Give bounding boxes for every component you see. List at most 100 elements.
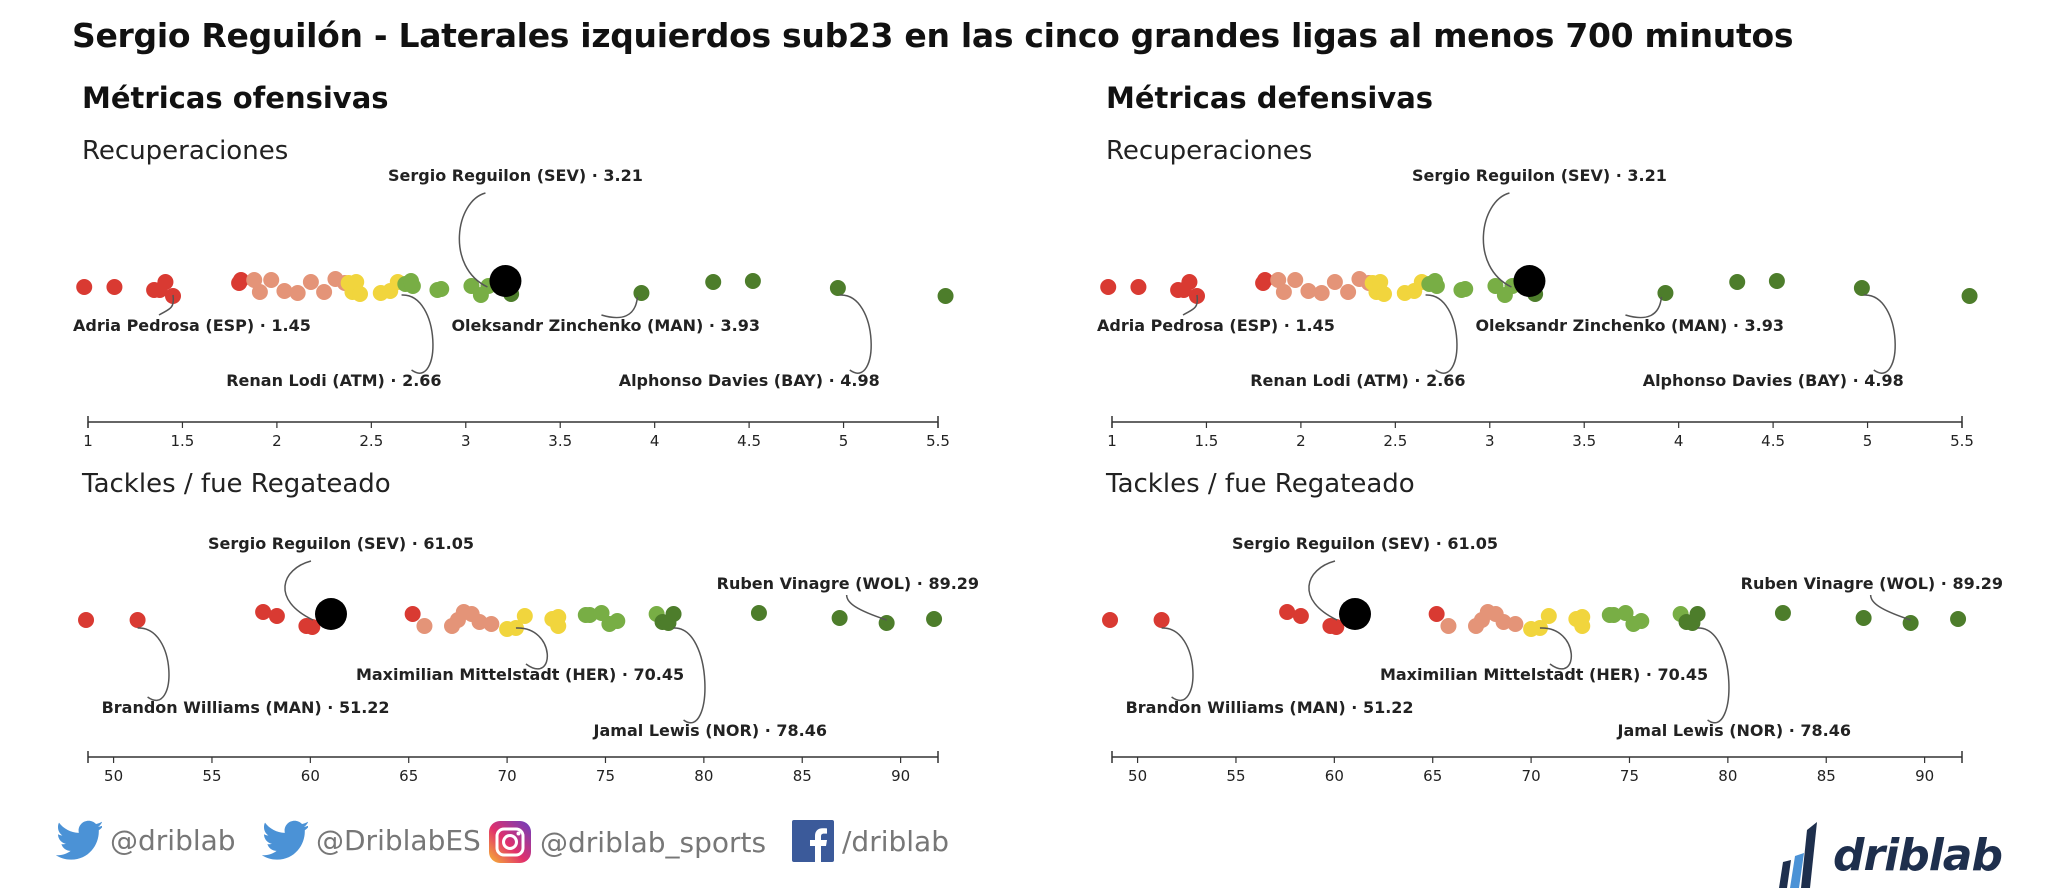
data-point	[263, 272, 280, 288]
data-point	[1440, 618, 1457, 634]
social-twitter-driblab[interactable]: @driblab	[56, 820, 236, 860]
x-tick-label: 4	[650, 432, 660, 450]
data-point	[937, 288, 954, 304]
x-tick-label: 55	[1226, 767, 1245, 785]
social-facebook[interactable]: /driblab	[792, 820, 949, 862]
highlight-point	[489, 265, 522, 297]
data-point	[1153, 612, 1170, 628]
x-tick-label: 85	[1817, 767, 1836, 785]
highlight-connector	[1482, 192, 1512, 288]
data-point	[1175, 282, 1192, 298]
social-twitter-driblabes[interactable]: @DriblabES	[262, 820, 481, 860]
data-point	[151, 282, 168, 298]
x-tick-label: 60	[1325, 767, 1344, 785]
offensive-charts-svg: Recuperaciones 1 1.5 2 2.5 3 3.5 4 4.5 5 5.5 Sergio…	[73, 136, 979, 785]
x-tick-label: 1.5	[1195, 432, 1219, 450]
x-tick-label: 5	[839, 432, 849, 450]
data-point	[829, 280, 846, 296]
annotation-label: Renan Lodi (ATM) · 2.66	[1250, 371, 1465, 390]
data-point	[1376, 286, 1392, 302]
x-tick-label: 80	[694, 767, 713, 785]
x-tick-label: 60	[301, 767, 320, 785]
data-point	[76, 279, 93, 295]
data-point	[1507, 616, 1524, 632]
x-tick-label: 5	[1863, 432, 1873, 450]
data-point	[705, 274, 722, 290]
x-tick-label: 4.5	[1761, 432, 1785, 450]
data-point	[1495, 614, 1512, 630]
data-point	[1774, 605, 1791, 621]
data-point	[416, 618, 433, 634]
x-tick-label: 90	[891, 767, 910, 785]
x-tick-label: 70	[1522, 767, 1541, 785]
annotation-label: Oleksandr Zinchenko (MAN) · 3.93	[451, 316, 760, 335]
data-point	[1102, 612, 1119, 628]
data-point	[1279, 604, 1296, 620]
data-point	[1950, 611, 1967, 627]
annotation-label: Brandon Williams (MAN) · 51.22	[102, 698, 390, 717]
data-point	[316, 284, 333, 300]
data-point	[1540, 608, 1557, 624]
x-tick-label: 3.5	[1572, 432, 1596, 450]
x-tick-label: 2.5	[359, 432, 383, 450]
data-point	[233, 272, 249, 288]
highlight-connector	[1308, 560, 1338, 621]
data-point	[276, 283, 293, 299]
driblab-logo-icon	[1778, 822, 1817, 888]
data-point	[1457, 281, 1474, 297]
x-tick-label: 75	[1620, 767, 1639, 785]
instagram-icon	[489, 821, 531, 863]
data-point	[1313, 285, 1330, 301]
data-point	[744, 273, 761, 289]
x-tick-label: 4.5	[737, 432, 761, 450]
twitter-bird-icon	[262, 820, 308, 860]
data-point	[1574, 609, 1591, 625]
annotation-label: Maximilian Mittelstadt (HER) · 70.45	[1380, 665, 1708, 684]
highlight-point	[1513, 265, 1546, 297]
annotation-connector	[1182, 294, 1199, 316]
annotation-connector	[601, 296, 639, 319]
data-point	[352, 286, 368, 302]
annotation-label: Jamal Lewis (NOR) · 78.46	[1617, 721, 1851, 740]
highlight-point	[314, 598, 347, 630]
data-point	[1605, 607, 1622, 623]
panel-defensive: Métricas defensivas Recuperaciones 1 1.5 2 2…	[1024, 75, 2014, 785]
data-point	[255, 604, 272, 620]
annotation-label: Adria Pedrosa (ESP) · 1.45	[1097, 316, 1335, 335]
annotation-label: Oleksandr Zinchenko (MAN) · 3.93	[1475, 316, 1784, 335]
x-tick-label: 1.5	[171, 432, 195, 450]
x-tick-label: 3	[1485, 432, 1495, 450]
data-point	[831, 610, 848, 626]
x-tick-label: 70	[498, 767, 517, 785]
data-point	[1961, 288, 1978, 304]
panel-offensive: Métricas ofensivas Recuperaciones 1 1.5 2 2.…	[0, 75, 990, 785]
x-tick-label: 2	[272, 432, 282, 450]
highlight-label: Sergio Reguilon (SEV) · 3.21	[1412, 166, 1667, 185]
data-point	[1689, 606, 1706, 622]
annotation-label: Jamal Lewis (NOR) · 78.46	[593, 721, 827, 740]
data-point	[1275, 284, 1292, 300]
chart-title: Recuperaciones	[82, 136, 288, 166]
data-point	[1428, 278, 1445, 294]
x-tick-label: 65	[1423, 767, 1442, 785]
chart-title: Tackles / fue Regateado	[81, 469, 391, 499]
data-point	[1100, 279, 1117, 295]
annotation-label: Alphonso Davies (BAY) · 4.98	[1643, 371, 1904, 390]
annotation-label: Adria Pedrosa (ESP) · 1.45	[73, 316, 311, 335]
annotation-label: Maximilian Mittelstadt (HER) · 70.45	[356, 665, 684, 684]
annotation-connector	[515, 627, 548, 670]
x-tick-label: 65	[399, 767, 418, 785]
data-point	[633, 285, 650, 301]
x-tick-label: 5.5	[926, 432, 950, 450]
annotation-connector	[158, 294, 175, 316]
data-point	[581, 607, 598, 623]
annotation-connector	[1161, 627, 1194, 701]
twitter-driblabes-label: @DriblabES	[316, 823, 481, 857]
data-point	[1729, 274, 1746, 290]
driblab-logo-text: driblab	[1832, 829, 2003, 881]
data-point	[1428, 606, 1445, 622]
social-instagram[interactable]: @driblab_sports	[488, 820, 766, 864]
page-title: Sergio Reguilón - Laterales izquierdos s…	[72, 16, 1794, 55]
data-point	[404, 606, 421, 622]
annotation-connector	[1863, 294, 1896, 374]
